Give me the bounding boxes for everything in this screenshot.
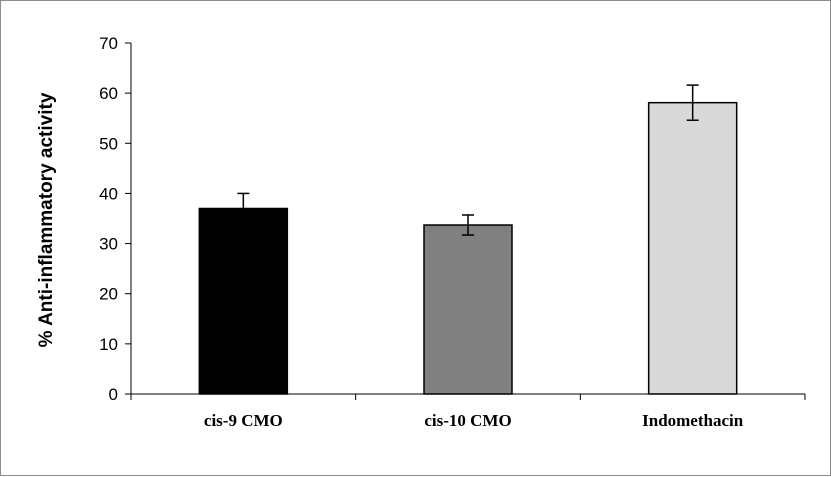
bar (423, 224, 513, 395)
y-tick-label: 10 (99, 335, 118, 354)
y-tick-label: 20 (99, 285, 118, 304)
category-labels: cis-9 CMO cis-10 CMO Indomethacin (204, 411, 744, 430)
category-label: cis-9 CMO (204, 411, 283, 430)
y-axis: 0 10 20 30 40 50 60 70 (99, 34, 132, 404)
error-bars (237, 84, 699, 236)
y-tick-label: 60 (99, 84, 118, 103)
category-label: Indomethacin (642, 411, 744, 430)
bar (198, 207, 289, 395)
x-axis (130, 393, 806, 400)
bar (647, 101, 738, 395)
y-tick-label: 0 (109, 385, 118, 404)
y-tick-label: 30 (99, 235, 118, 254)
bars (198, 101, 738, 395)
y-axis-title: % Anti-inflammatory activity (36, 92, 57, 347)
y-tick-label: 50 (99, 134, 118, 153)
y-tick-label: 70 (99, 34, 118, 53)
y-tick-label: 40 (99, 184, 118, 203)
category-label: cis-10 CMO (424, 411, 511, 430)
